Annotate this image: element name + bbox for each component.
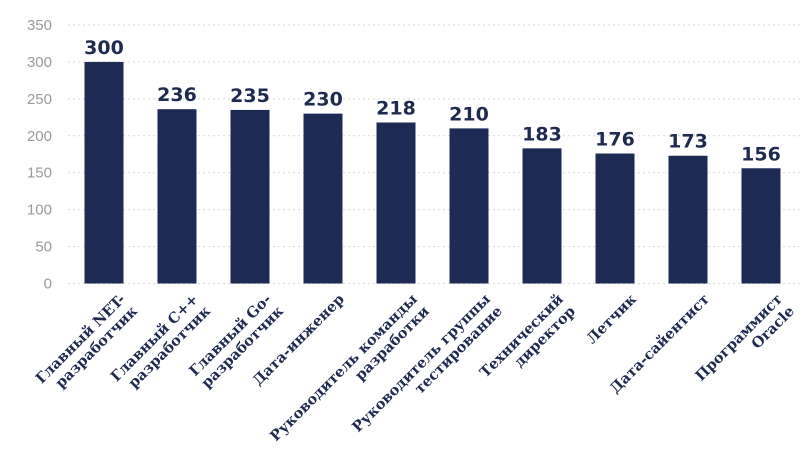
y-tick-label: 200: [27, 128, 52, 145]
data-label: 210: [449, 103, 489, 125]
bar: [230, 109, 270, 284]
y-tick-label: 100: [27, 202, 52, 219]
data-label: 230: [303, 89, 343, 111]
bar: [522, 148, 562, 284]
x-tick-label: Главный NET-разработчик: [32, 290, 141, 399]
bar: [595, 153, 635, 284]
data-label: 183: [522, 123, 562, 145]
x-tick-label-line: Летчик: [583, 290, 640, 347]
y-axis: 0 50 100 150 200 250 300 350: [27, 17, 52, 293]
data-label: 173: [668, 131, 708, 153]
y-tick-label: 150: [27, 165, 52, 182]
bar: [741, 168, 781, 284]
bar: [668, 155, 708, 284]
bars: [84, 61, 781, 284]
x-tick-label-line: Руководитель команды: [267, 291, 421, 445]
bar: [449, 128, 489, 284]
bar: [376, 122, 416, 284]
data-label: 176: [595, 129, 635, 151]
y-tick-label: 0: [44, 276, 52, 293]
data-label: 235: [230, 85, 270, 107]
bar: [303, 113, 343, 284]
y-tick-label: 300: [27, 54, 52, 71]
y-tick-label: 250: [27, 91, 52, 108]
x-tick-label: Летчик: [583, 290, 640, 347]
data-labels: 300 236 235 230 218 210 183 176 173 156: [84, 37, 781, 165]
bar: [157, 109, 197, 284]
data-label: 236: [157, 84, 197, 106]
y-tick-label: 50: [35, 239, 52, 256]
bar: [84, 61, 124, 284]
data-label: 300: [84, 37, 124, 59]
data-label: 156: [741, 143, 781, 165]
y-tick-label: 350: [27, 17, 52, 34]
data-label: 218: [376, 97, 416, 119]
